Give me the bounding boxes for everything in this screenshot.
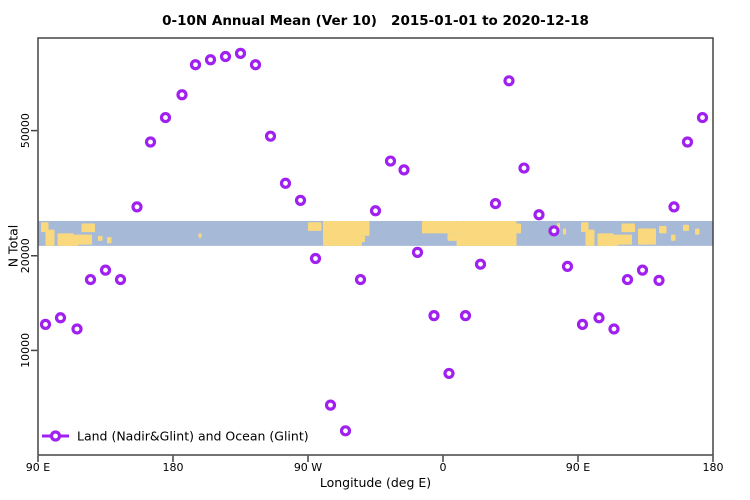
data-point-marker — [71, 323, 83, 335]
land-patch — [516, 223, 521, 234]
land-patch — [585, 229, 595, 246]
data-point-marker — [309, 252, 322, 265]
data-point-marker — [249, 59, 262, 71]
data-point-marker — [279, 177, 292, 189]
world-map-strip — [38, 220, 713, 246]
land-patch — [659, 225, 667, 234]
data-point-marker — [354, 273, 367, 286]
land-patch — [695, 228, 700, 235]
data-point-marker — [398, 164, 410, 176]
data-point-marker — [533, 209, 545, 221]
axis-ticks: 90 E 180 90 W 0 90 E 180 10000 20000 50000 — [19, 113, 724, 474]
x-tick-label: 90 W — [294, 461, 322, 474]
data-point-marker — [428, 310, 440, 322]
land-patch — [356, 235, 365, 243]
land-patch — [98, 235, 103, 241]
land-patch — [81, 223, 95, 233]
land-patch — [563, 228, 566, 235]
x-tick-label: 180 — [703, 461, 724, 474]
y-tick-label: 10000 — [19, 333, 32, 368]
land-patch — [683, 224, 689, 231]
data-point-marker — [144, 136, 157, 148]
data-point-marker — [176, 89, 188, 101]
data-point-marker — [84, 273, 97, 286]
land-patch — [362, 220, 370, 236]
y-tick-label: 20000 — [19, 238, 32, 273]
data-point-marker — [189, 59, 202, 71]
data-point-marker — [99, 264, 112, 276]
legend-label: Land (Nadir&Glint) and Ocean (Glint) — [77, 429, 309, 444]
data-point-marker — [39, 318, 52, 330]
land-patch — [456, 220, 517, 246]
land-patch — [74, 234, 92, 245]
x-tick-label: 90 E — [566, 461, 590, 474]
land-patch — [308, 222, 322, 231]
land-patch — [45, 229, 55, 246]
data-point-marker — [234, 47, 247, 59]
data-point-marker — [593, 312, 605, 324]
data-point-marker — [608, 323, 620, 335]
land-patch — [107, 237, 112, 244]
data-point-marker — [264, 130, 277, 142]
data-point-marker — [339, 425, 352, 437]
data-point-marker — [443, 367, 455, 380]
data-point-marker — [668, 201, 680, 213]
data-point-marker — [294, 194, 307, 206]
x-tick-label: 90 E — [26, 461, 50, 474]
land-patch — [323, 220, 362, 246]
legend: Land (Nadir&Glint) and Ocean (Glint) — [42, 429, 309, 444]
data-point-marker — [411, 246, 424, 258]
data-point-marker — [561, 260, 574, 272]
land-patch — [422, 220, 457, 234]
plot-border — [37, 37, 714, 456]
data-point-marker — [696, 111, 709, 124]
data-point-marker — [384, 155, 397, 167]
data-point-marker — [621, 273, 634, 286]
data-point-marker — [114, 273, 127, 286]
data-point-marker — [489, 197, 502, 210]
data-point-marker — [54, 312, 67, 324]
data-point-marker — [518, 162, 530, 174]
data-point-marker — [459, 310, 472, 322]
data-point-marker — [219, 50, 232, 63]
land-patch — [41, 222, 49, 233]
data-point-marker — [636, 264, 649, 276]
data-point-marker — [204, 54, 217, 66]
data-point-marker — [369, 205, 382, 217]
data-point-marker — [324, 399, 337, 411]
land-patch — [621, 223, 635, 233]
data-point-marker — [474, 258, 487, 270]
land-patch — [198, 233, 202, 238]
data-point-marker — [548, 225, 560, 237]
land-patch — [614, 234, 632, 245]
data-point-marker — [681, 136, 694, 148]
land-patch — [638, 228, 656, 245]
data-point-marker — [159, 111, 172, 124]
land-patch — [447, 233, 457, 241]
data-point-marker — [576, 318, 589, 330]
data-point-marker — [653, 274, 665, 286]
x-axis-title: Longitude (deg E) — [319, 475, 432, 490]
land-patch — [671, 234, 676, 241]
x-tick-label: 0 — [440, 461, 447, 474]
land-patch — [581, 222, 589, 233]
x-tick-label: 180 — [163, 461, 184, 474]
legend-marker-icon — [49, 430, 62, 442]
chart-title: 0-10N Annual Mean (Ver 10) 2015-01-01 to… — [162, 13, 589, 29]
data-point-marker — [503, 75, 515, 87]
data-point-marker — [131, 201, 143, 213]
scatter-points — [39, 47, 709, 437]
y-tick-label: 50000 — [19, 113, 32, 148]
